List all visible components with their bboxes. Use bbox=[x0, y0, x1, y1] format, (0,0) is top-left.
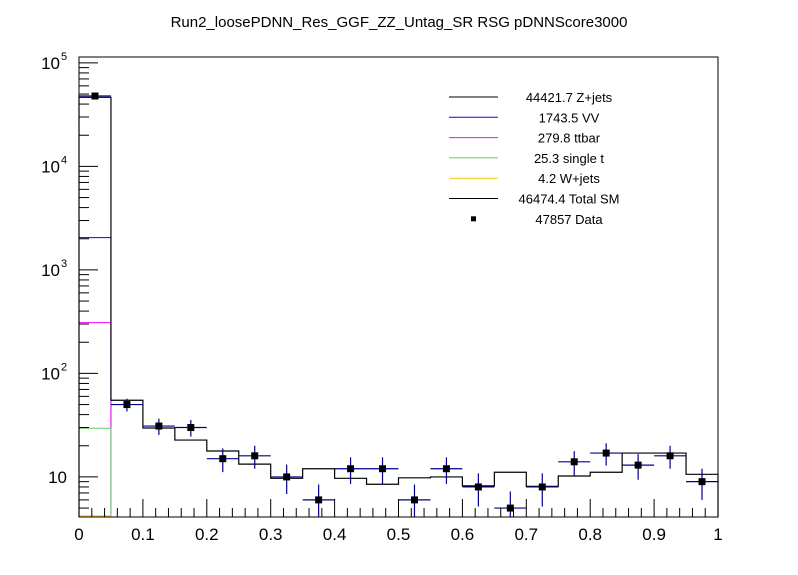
x-tick-label: 0.8 bbox=[578, 525, 602, 544]
legend-label: 44421.7 Z+jets bbox=[526, 90, 613, 105]
data-point bbox=[302, 484, 335, 517]
stack-ttbar-outline bbox=[79, 322, 112, 517]
legend-label: 25.3 single t bbox=[534, 151, 604, 166]
chart-title: Run2_loosePDNN_Res_GGF_ZZ_Untag_SR RSG p… bbox=[171, 14, 628, 31]
data-point bbox=[590, 443, 623, 466]
data-point bbox=[366, 457, 399, 485]
x-tick-label: 0.7 bbox=[514, 525, 538, 544]
data-marker bbox=[219, 455, 227, 463]
y-tick-exponent: 4 bbox=[61, 154, 67, 166]
y-tick-exponent: 2 bbox=[61, 361, 67, 373]
x-tick-label: 0 bbox=[74, 525, 83, 544]
data-marker bbox=[506, 504, 514, 512]
data-marker bbox=[474, 483, 482, 491]
y-tick-label: 10 bbox=[41, 364, 60, 383]
legend-entry: 46474.4 Total SM bbox=[449, 192, 619, 207]
data-point bbox=[622, 454, 655, 480]
data-point bbox=[686, 468, 718, 500]
x-tick-label: 0.5 bbox=[387, 525, 411, 544]
data-marker bbox=[538, 483, 546, 491]
data-point bbox=[526, 473, 559, 507]
data-marker bbox=[91, 92, 99, 100]
legend-label: 46474.4 Total SM bbox=[519, 192, 620, 207]
legend-label: 4.2 W+jets bbox=[538, 171, 600, 186]
data-marker bbox=[666, 452, 674, 460]
data-marker bbox=[187, 424, 195, 432]
data-marker bbox=[602, 449, 610, 457]
x-tick-label: 0.3 bbox=[259, 525, 283, 544]
legend-entry: 25.3 single t bbox=[449, 151, 604, 166]
legend-entry: 4.2 W+jets bbox=[449, 171, 600, 186]
data-point bbox=[238, 445, 271, 469]
data-point bbox=[430, 457, 463, 485]
data-point bbox=[174, 419, 207, 437]
data-point bbox=[558, 451, 591, 476]
legend-label: 279.8 ttbar bbox=[538, 131, 601, 146]
legend-entry: 1743.5 VV bbox=[449, 110, 600, 125]
data-point bbox=[270, 464, 303, 495]
total-sm-histogram bbox=[78, 96, 719, 517]
legend: 44421.7 Z+jets 1743.5 VV 279.8 ttbar 25.3 s… bbox=[449, 90, 619, 227]
data-marker bbox=[442, 465, 450, 473]
data-marker bbox=[379, 465, 387, 473]
x-tick-label: 0.4 bbox=[323, 525, 347, 544]
data-point bbox=[110, 398, 143, 412]
data-marker bbox=[155, 422, 163, 430]
data-marker bbox=[123, 401, 131, 409]
data-point bbox=[79, 92, 111, 100]
x-tick-label: 0.2 bbox=[195, 525, 219, 544]
y-tick-label: 10 bbox=[41, 261, 60, 280]
legend-entry: 44421.7 Z+jets bbox=[449, 90, 613, 105]
data-marker bbox=[634, 461, 642, 469]
y-tick-label: 10 bbox=[48, 468, 67, 487]
legend-marker-swatch bbox=[471, 216, 476, 222]
data-point bbox=[462, 473, 495, 507]
data-marker bbox=[570, 458, 578, 466]
y-tick-label: 10 bbox=[41, 157, 60, 176]
data-marker bbox=[698, 478, 706, 486]
plot-frame bbox=[78, 56, 719, 518]
data-marker bbox=[251, 452, 259, 460]
data-point bbox=[654, 445, 687, 469]
data-point bbox=[494, 491, 527, 517]
data-marker bbox=[410, 496, 418, 504]
data-point bbox=[334, 457, 367, 485]
x-tick-label: 0.1 bbox=[131, 525, 155, 544]
data-marker bbox=[283, 473, 291, 481]
data-marker bbox=[315, 496, 323, 504]
y-tick-exponent: 3 bbox=[61, 258, 67, 270]
stack-single-t-outline bbox=[79, 427, 112, 517]
legend-entry: 47857 Data bbox=[471, 212, 603, 227]
y-tick-exponent: 5 bbox=[61, 51, 67, 63]
legend-label: 47857 Data bbox=[535, 212, 603, 227]
legend-label: 1743.5 VV bbox=[539, 110, 600, 125]
x-tick-label: 0.6 bbox=[451, 525, 475, 544]
data-point bbox=[398, 484, 431, 517]
legend-entry: 279.8 ttbar bbox=[449, 131, 601, 146]
data-point bbox=[142, 418, 175, 435]
data-marker bbox=[347, 465, 355, 473]
x-tick-label: 1 bbox=[713, 525, 722, 544]
y-tick-label: 10 bbox=[41, 54, 60, 73]
data-point bbox=[206, 448, 239, 473]
x-tick-label: 0.9 bbox=[642, 525, 666, 544]
